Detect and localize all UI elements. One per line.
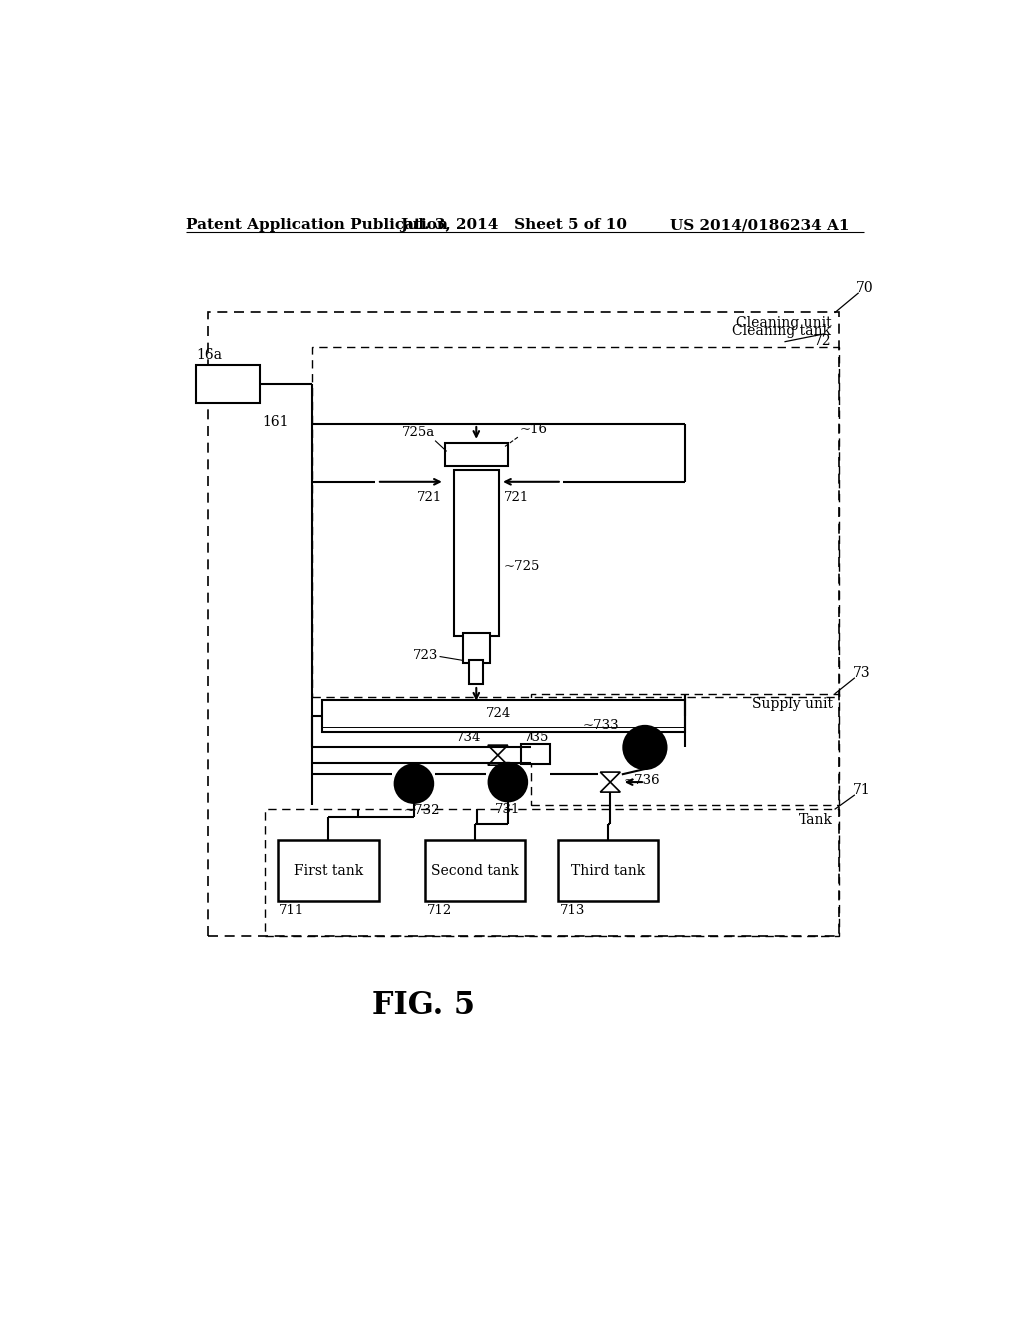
Text: 724: 724	[486, 706, 512, 719]
Text: 721: 721	[417, 491, 442, 504]
Text: 723: 723	[414, 648, 438, 661]
Circle shape	[624, 726, 667, 770]
Text: ~732: ~732	[403, 804, 440, 817]
Text: 16a: 16a	[196, 348, 222, 363]
Text: US 2014/0186234 A1: US 2014/0186234 A1	[670, 218, 849, 232]
Text: 735: 735	[523, 730, 549, 743]
Text: Cleaning unit: Cleaning unit	[735, 317, 831, 330]
Text: 72: 72	[814, 334, 831, 348]
Text: 161: 161	[262, 414, 289, 429]
Text: Jul. 3, 2014   Sheet 5 of 10: Jul. 3, 2014 Sheet 5 of 10	[400, 218, 627, 232]
Text: Third tank: Third tank	[570, 863, 645, 878]
Text: 711: 711	[279, 904, 304, 917]
Text: 712: 712	[427, 904, 453, 917]
Text: 725a: 725a	[401, 426, 435, 440]
Text: ~736: ~736	[624, 774, 660, 787]
Polygon shape	[487, 755, 508, 766]
Text: Patent Application Publication: Patent Application Publication	[186, 218, 449, 232]
Text: Second tank: Second tank	[431, 863, 518, 878]
Polygon shape	[600, 772, 621, 781]
Text: 713: 713	[560, 904, 586, 917]
Text: 73: 73	[853, 665, 870, 680]
Polygon shape	[279, 840, 379, 902]
Polygon shape	[425, 840, 524, 902]
Text: 721: 721	[504, 491, 529, 504]
Polygon shape	[454, 470, 499, 636]
Polygon shape	[487, 744, 508, 755]
Circle shape	[488, 763, 527, 801]
Polygon shape	[558, 840, 658, 902]
Text: 70: 70	[856, 281, 873, 296]
Text: ~16: ~16	[519, 422, 548, 436]
Text: FIG. 5: FIG. 5	[372, 990, 475, 1020]
Text: ~725: ~725	[504, 560, 541, 573]
Polygon shape	[444, 444, 508, 466]
Polygon shape	[469, 660, 483, 684]
Circle shape	[394, 764, 433, 803]
Polygon shape	[322, 700, 685, 733]
Text: 734: 734	[456, 730, 481, 743]
Polygon shape	[196, 364, 260, 404]
Polygon shape	[521, 744, 550, 764]
Text: First tank: First tank	[294, 863, 364, 878]
Text: Supply unit: Supply unit	[752, 697, 833, 711]
Text: Tank: Tank	[799, 813, 833, 826]
Text: Cleaning tank: Cleaning tank	[732, 323, 831, 338]
Polygon shape	[600, 781, 621, 792]
Polygon shape	[463, 634, 490, 663]
Text: ~733: ~733	[583, 719, 620, 733]
Text: 731: 731	[496, 803, 520, 816]
Text: 71: 71	[853, 784, 870, 797]
